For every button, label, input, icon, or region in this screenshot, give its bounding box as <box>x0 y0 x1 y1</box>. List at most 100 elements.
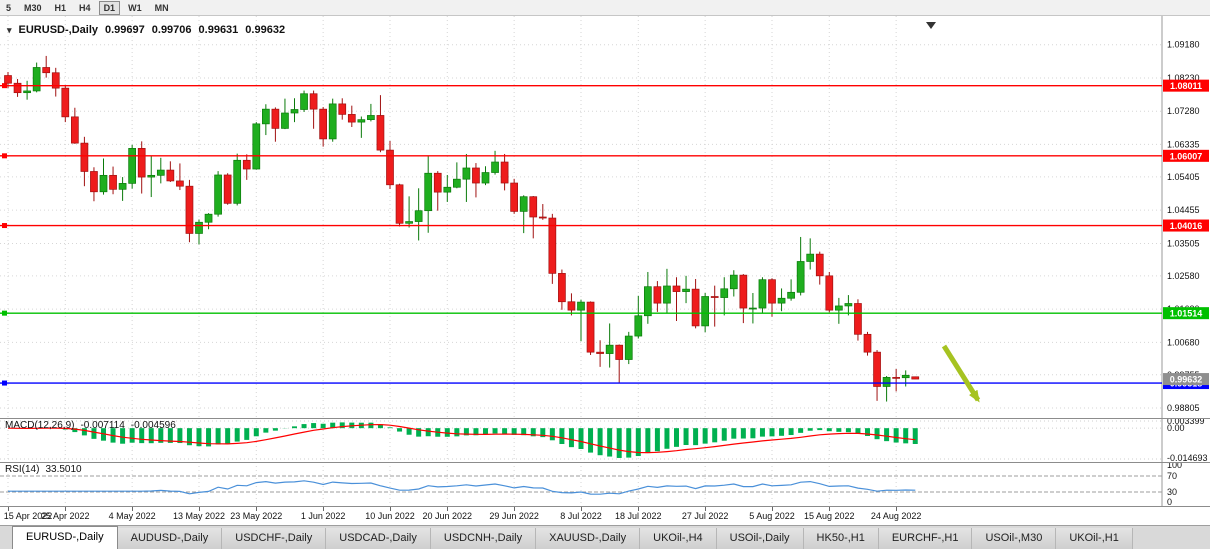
chart-tab-usdchf-daily[interactable]: USDCHF-,Daily <box>222 528 327 549</box>
candle-body <box>233 159 242 204</box>
chart-tab-usdcad-daily[interactable]: USDCAD-,Daily <box>326 528 431 549</box>
candle-body <box>873 351 881 387</box>
price-tag <box>1163 79 1209 92</box>
timeframe-button-h4[interactable]: H4 <box>74 1 96 15</box>
timeframe-button-mn[interactable]: MN <box>150 1 174 15</box>
rsi-axis-label: 0 <box>1167 497 1172 506</box>
price-chart-canvas[interactable]: 1.09180 1.08230 1.07280 1.06335 1.05405 1.044… <box>0 16 1210 418</box>
chart-tab-hk50-h1[interactable]: HK50-,H1 <box>803 528 879 549</box>
time-label: 18 Jul 2022 <box>615 511 662 521</box>
timeframe-button-5[interactable]: 5 <box>1 1 16 15</box>
chart-tab-usoil-m30[interactable]: USOil-,M30 <box>972 528 1057 549</box>
candle-body <box>214 174 222 215</box>
line-anchor-handle[interactable] <box>2 223 7 229</box>
candle-body <box>653 286 662 304</box>
candle-body <box>777 297 786 304</box>
line-anchor-handle[interactable] <box>2 380 7 386</box>
time-tick <box>638 507 640 511</box>
candle-body <box>815 253 824 277</box>
candle-body <box>42 67 51 74</box>
ohlc-high: 0.99706 <box>151 24 192 36</box>
price-axis-label: 1.08230 <box>1167 73 1200 83</box>
time-tick <box>8 507 9 511</box>
chart-tab-ukoil-h4[interactable]: UKOil-,H4 <box>640 528 717 549</box>
chart-tab-usdcnh-daily[interactable]: USDCNH-,Daily <box>430 528 537 549</box>
chart-tab-eurusd-daily[interactable]: EURUSD-,Daily <box>12 526 118 549</box>
chart-tab-ukoil-h1[interactable]: UKOil-,H1 <box>1056 528 1133 549</box>
candle-body <box>529 196 538 218</box>
rsi-line <box>8 480 916 495</box>
candle-body <box>796 261 805 293</box>
price-tag <box>1163 149 1209 162</box>
price-tag <box>1163 219 1209 232</box>
chart-tab-audusd-daily[interactable]: AUDUSD-,Daily <box>117 528 223 549</box>
line-anchor-handle[interactable] <box>2 83 7 89</box>
price-axis-label: 1.02580 <box>1167 271 1200 281</box>
timeframe-button-m30[interactable]: M30 <box>19 1 47 15</box>
macd-axis-label: 0.003399 <box>1167 418 1205 426</box>
candle-body <box>185 185 194 234</box>
candle-body <box>262 108 270 125</box>
candle-body <box>242 159 251 170</box>
candle-body <box>720 288 729 298</box>
horizontal-line-1.06007[interactable]: 1.06007 <box>0 149 1209 162</box>
timeframe-button-w1[interactable]: W1 <box>123 1 147 15</box>
candle-body <box>500 161 509 184</box>
candle-body <box>347 114 356 123</box>
candle-body <box>376 115 385 151</box>
rsi-indicator-label: RSI(14) 33.5010 <box>5 464 82 475</box>
line-anchor-handle[interactable] <box>2 153 7 159</box>
macd-signal-line <box>7 423 916 454</box>
candle-body <box>80 142 89 172</box>
candle-body <box>271 108 280 129</box>
time-tick <box>390 507 391 511</box>
rsi-axis-label: 70 <box>1167 471 1177 481</box>
candle-body <box>596 351 604 354</box>
chart-tab-xauusd-daily[interactable]: XAUUSD-,Daily <box>536 528 641 549</box>
candle-body <box>281 112 289 129</box>
candle-body <box>23 90 31 94</box>
candle-body <box>481 172 490 184</box>
candle-body <box>309 93 318 110</box>
horizontal-line-1.04016[interactable]: 1.04016 <box>0 219 1209 232</box>
timeframe-button-d1[interactable]: D1 <box>98 0 121 15</box>
down-arrow-annotation[interactable] <box>941 344 981 403</box>
timeframe-button-h1[interactable]: H1 <box>50 1 72 15</box>
candle-body <box>806 253 815 262</box>
chart-tab-usoil-daily[interactable]: USOil-,Daily <box>716 528 804 549</box>
chart-dropdown-icon[interactable]: ▾ <box>7 24 12 35</box>
svg-text:0.99632: 0.99632 <box>1170 375 1203 385</box>
timeframe-toolbar: 5 M30 H1 H4 D1 W1 MN <box>0 0 1210 16</box>
candle-body <box>510 182 518 212</box>
time-axis[interactable]: 15 Apr 2022 25 Apr 2022 4 May 2022 13 May 2… <box>0 506 1210 525</box>
time-label: 27 Jul 2022 <box>681 511 729 521</box>
candle-body <box>672 285 681 292</box>
time-tick <box>896 507 898 511</box>
time-label: 1 Jun 2022 <box>300 511 346 521</box>
line-anchor-handle[interactable] <box>2 310 7 316</box>
time-tick <box>705 507 707 511</box>
time-tick <box>323 507 325 511</box>
candle-body <box>710 296 719 298</box>
candle-body <box>61 87 70 118</box>
horizontal-line-1.01514[interactable]: 1.01514 <box>0 307 1209 320</box>
macd-signal-value: -0.004596 <box>130 420 176 431</box>
candle-body <box>567 301 576 311</box>
horizontal-line-0.99518[interactable]: 0.99518 <box>0 377 1209 390</box>
chart-tab-eurchf-h1[interactable]: EURCHF-,H1 <box>878 528 973 549</box>
ohlc-low: 0.99631 <box>198 24 239 36</box>
time-tick <box>199 507 200 511</box>
chart-shift-marker-icon[interactable] <box>926 22 936 29</box>
horizontal-line-1.08011[interactable]: 1.08011 <box>0 79 1209 92</box>
candle-body <box>166 169 175 182</box>
candle-body <box>357 119 366 123</box>
time-tick <box>256 507 258 511</box>
candle-body <box>548 217 557 274</box>
candle-body <box>472 167 480 184</box>
candle-body <box>290 109 299 114</box>
svg-text:1.04016: 1.04016 <box>1170 221 1203 231</box>
candle-body <box>118 183 127 190</box>
time-label: 23 May 2022 <box>230 511 283 521</box>
